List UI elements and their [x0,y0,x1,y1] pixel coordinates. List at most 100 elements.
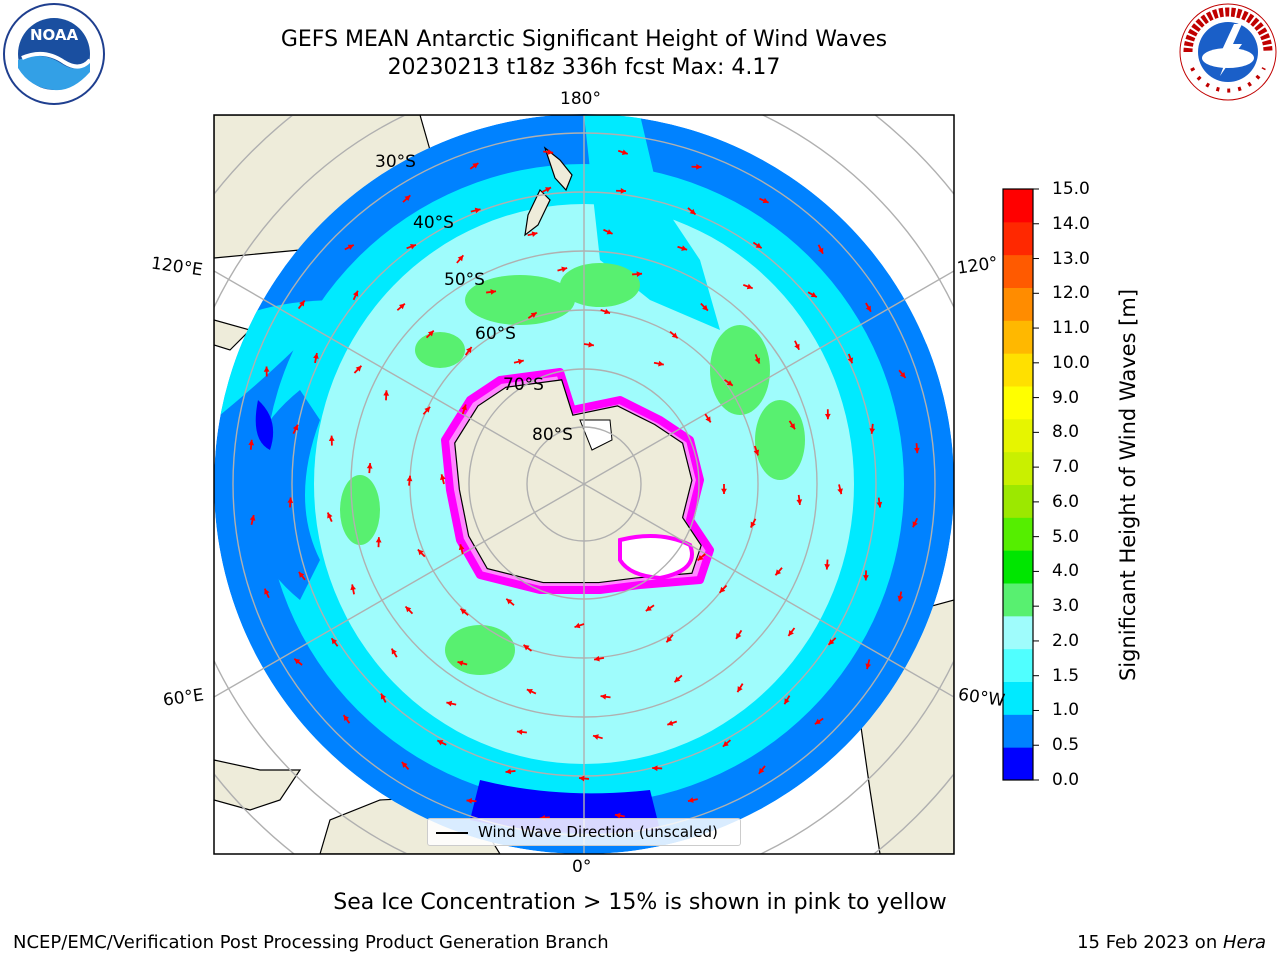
wave-direction-arrowhead [446,700,453,707]
wave-direction-arrowhead [404,195,411,202]
sea-ice-note: Sea Ice Concentration > 15% is shown in … [333,890,947,915]
wave-direction-arrowhead [249,515,256,521]
colorbar-tick-label: 10.0 [1052,352,1090,373]
wave-direction-arrowhead [287,497,294,503]
wave-direction-arrowhead [579,775,585,782]
wave-direction-arrowhead [784,698,790,705]
lat-label-80s: 80°S [532,425,573,445]
wave-direction-arrowhead [383,390,390,396]
wave-direction-arrowhead [472,163,479,169]
wave-direction-arrowhead [755,242,762,249]
wave-direction-arrowhead [417,549,424,556]
lat-label-70s: 70°S [503,375,544,395]
wave-direction-arrowhead [460,608,467,615]
wave-direction-arrowhead [736,632,742,639]
lat-label-60s: 60°S [475,324,516,344]
new-zealand-land [524,146,573,237]
wave-direction-arrowhead [530,312,537,318]
colorbar-tick-label: 7.0 [1052,457,1080,478]
wave-direction-arrowhead [328,435,335,441]
wave-direction-arrowhead [865,663,872,670]
wave-direction-arrowhead [753,449,760,456]
chart-title: GEFS MEAN Antarctic Significant Height o… [280,27,888,52]
wave-direction-arrowhead [620,188,627,194]
colorbar-tick-label: 0.5 [1052,735,1080,756]
colorbar-tick-label: 12.0 [1052,283,1090,304]
colorbar-segment [1003,747,1033,781]
wave-direction-arrowhead [750,521,756,528]
wave-direction-arrowhead [689,208,696,215]
wave-direction-arrowhead [561,266,568,273]
wave-direction-arrowhead [666,636,673,643]
colorbar-segment [1003,451,1033,485]
wave-direction-arrowhead [696,163,702,170]
wave-direction-arrowhead [506,598,513,605]
wave-direction-arrowhead [754,357,761,364]
wave-direction-arrowhead [313,353,319,359]
wave-direction-arrowhead [828,639,835,645]
footer-date-text: 15 Feb 2023 on [1077,932,1223,953]
wave-direction-arrowhead [794,343,800,350]
wave-direction-arrowhead [614,812,621,819]
wave-direction-arrowhead [818,247,824,254]
wave-direction-arrowhead [523,644,530,651]
wave-direction-arrowhead [594,655,600,662]
colorbar-segment [1003,681,1033,715]
wave-direction-arrowhead [366,463,373,469]
wave-direction-arrowhead [440,474,446,481]
wave-direction-arrowhead [606,229,613,235]
wind-wave-arrows [248,149,920,821]
colorbar-tick-label: 6.0 [1052,491,1080,512]
wave-direction-arrowhead [405,606,412,613]
colorbar-tick-label: 8.0 [1052,422,1080,443]
colorbar-segment [1003,418,1033,453]
wave-direction-arrowhead [789,423,795,430]
wave-direction-arrowhead [350,584,356,591]
colorbar-tick-label: 3.0 [1052,596,1080,617]
wave-direction-arrowhead [604,308,611,315]
colorbar-frame [1002,188,1034,781]
colorbar-tick-label: 5.0 [1052,526,1080,547]
lon-label-180: 180° [560,89,601,109]
wave-direction-arrowhead [775,569,782,576]
colorbar-tick-label: 11.0 [1052,318,1090,339]
wave-direction-arrowhead [264,588,270,595]
wave-direction-arrowhead [399,303,405,310]
wave-direction-arrowhead [814,718,821,725]
colorbar-tick-label: 4.0 [1052,561,1080,582]
colorbar-segment [1003,189,1033,223]
wave-direction-arrowhead [401,761,408,768]
wave-direction-arrowhead [248,439,255,446]
wave-direction-arrowhead [788,630,794,636]
wave-direction-arrowhead [355,365,362,372]
wave-direction-arrowhead [292,424,299,431]
wave-direction-arrowhead [547,149,554,155]
wave-direction-arrowhead [667,720,674,726]
colorbar-segment [1003,386,1033,420]
wave-direction-arrowhead [517,358,524,365]
wave-direction-arrowhead [457,255,464,262]
wave-direction-arrowhead [876,501,883,508]
wave-direction-arrowhead [347,244,354,250]
noaa-logo-text: NOAA [30,26,79,44]
chart-subtitle: 20230213 t18z 336h fcst Max: 4.17 [387,55,781,80]
colorbar-tick-label: 0.0 [1052,770,1080,790]
wave-direction-arrowhead [437,740,444,746]
wave-direction-arrowhead [458,544,465,551]
wave-direction-arrowhead [593,734,599,740]
wave-direction-arrowhead [466,346,472,353]
wave-direction-arrowhead [837,488,843,495]
wave-direction-arrowhead [671,332,678,339]
wave-direction-arrowhead [505,768,512,775]
colorbar-tick-label: 1.5 [1052,665,1080,686]
wave-direction-arrowhead [461,404,467,411]
colorbar-tick-label: 14.0 [1052,213,1090,234]
footer-date: 15 Feb 2023 on Hera [1077,932,1266,953]
wave-direction-arrowhead [600,693,607,700]
wave-direction-arrowhead [796,499,803,505]
legend-line-icon [436,832,468,834]
wave-direction-arrowhead [466,798,472,804]
lat-label-40s: 40°S [413,213,454,233]
wave-direction-arrowhead [410,243,416,250]
